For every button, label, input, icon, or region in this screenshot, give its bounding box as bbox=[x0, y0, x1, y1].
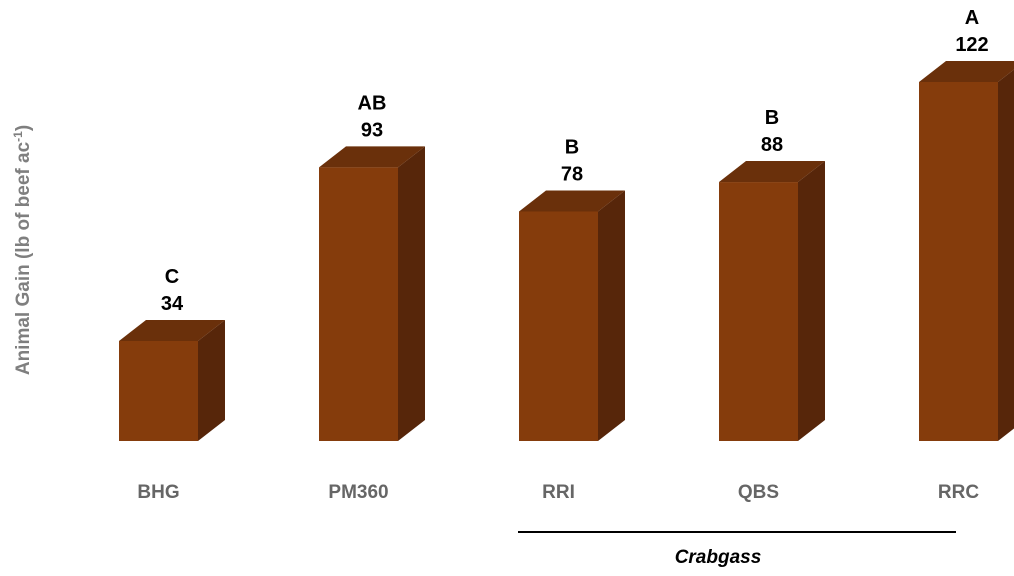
significance-letter-qbs: B bbox=[765, 107, 779, 129]
bar-qbs bbox=[719, 182, 798, 441]
y-axis-label-superscript: -1 bbox=[11, 131, 25, 142]
value-label-rri: 78 bbox=[561, 163, 583, 185]
bar-pm360 bbox=[319, 167, 398, 441]
bar-side-rri bbox=[598, 190, 625, 441]
bar-group-rri bbox=[519, 190, 625, 441]
category-label-qbs: QBS bbox=[738, 482, 779, 503]
category-label-bhg: BHG bbox=[137, 482, 179, 503]
category-label-pm360: PM360 bbox=[328, 482, 388, 503]
bar-group-qbs bbox=[719, 161, 825, 441]
bar-group-pm360 bbox=[319, 146, 425, 441]
bar-rri bbox=[519, 211, 598, 441]
value-label-pm360: 93 bbox=[361, 119, 383, 141]
bar-bhg bbox=[119, 341, 198, 441]
value-label-rrc: 122 bbox=[955, 34, 988, 56]
category-label-rri: RRI bbox=[542, 482, 575, 503]
significance-letter-pm360: AB bbox=[358, 92, 387, 114]
y-axis-label: Animal Gain (lb of beef ac-1) bbox=[11, 125, 34, 375]
bar-group-rrc bbox=[919, 61, 1014, 441]
y-axis-label-close: ) bbox=[13, 125, 34, 131]
bar-group-bhg bbox=[119, 320, 225, 441]
bar-rrc bbox=[919, 82, 998, 441]
bar-side-bhg bbox=[198, 320, 225, 441]
bar-side-rrc bbox=[998, 61, 1014, 441]
y-axis-label-main: Animal Gain (lb of beef ac bbox=[13, 141, 34, 375]
bar-side-pm360 bbox=[398, 146, 425, 441]
bars-layer bbox=[119, 61, 1014, 441]
significance-letter-rri: B bbox=[565, 136, 579, 158]
significance-letter-rrc: A bbox=[965, 7, 979, 29]
bar-side-qbs bbox=[798, 161, 825, 441]
significance-letter-bhg: C bbox=[165, 266, 179, 288]
value-label-bhg: 34 bbox=[161, 293, 184, 315]
bar-top-rrc bbox=[919, 61, 1014, 82]
value-label-qbs: 88 bbox=[761, 134, 783, 156]
group-bracket-label: Crabgass bbox=[675, 547, 762, 568]
category-label-rrc: RRC bbox=[938, 482, 979, 503]
